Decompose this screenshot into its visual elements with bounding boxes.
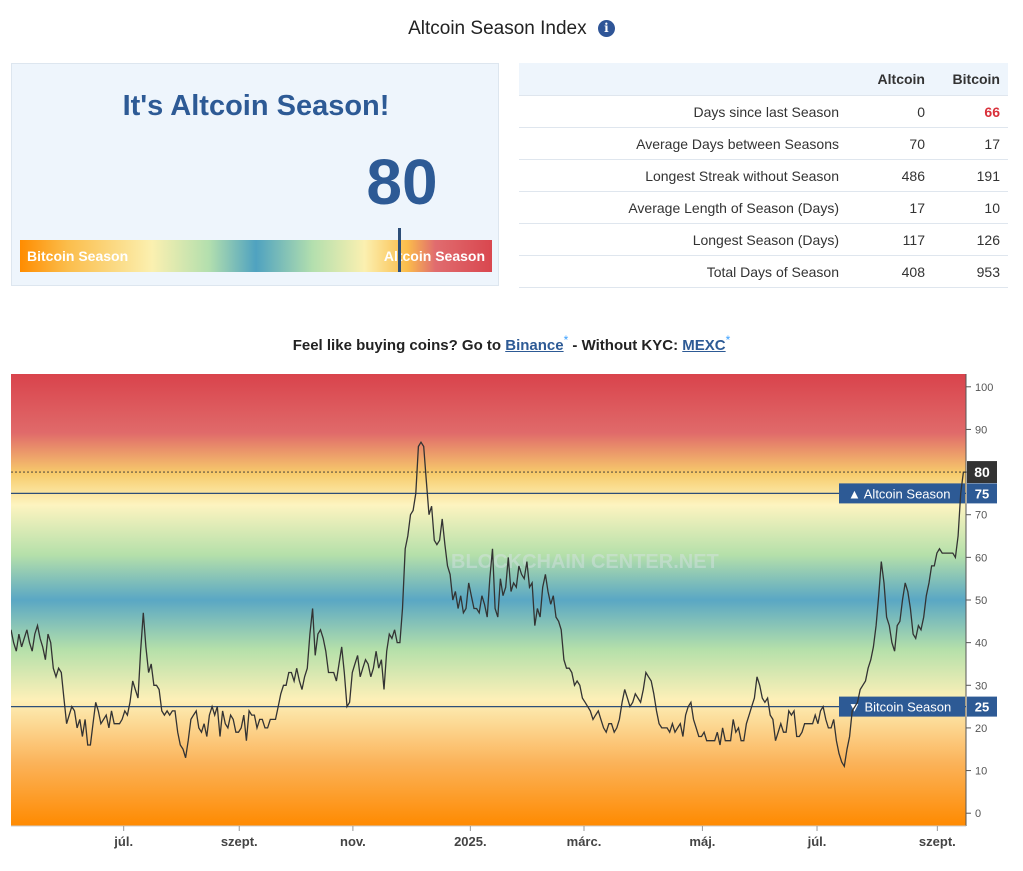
binance-asterisk: * (563, 333, 569, 347)
y-tick-label: 10 (975, 766, 987, 778)
x-tick-label: márc. (567, 834, 602, 849)
x-tick-label: nov. (340, 834, 366, 849)
stat-label: Average Length of Season (Days) (519, 191, 847, 224)
page-title-text: Altcoin Season Index (408, 18, 587, 39)
current-value-label: 80 (974, 464, 990, 480)
current-value-box (967, 461, 997, 484)
stat-altcoin: 0 (847, 95, 933, 128)
table-row: Longest Streak without Season 486 191 (519, 159, 1008, 192)
stat-bitcoin: 126 (933, 223, 1008, 256)
stat-bitcoin: 191 (933, 159, 1008, 192)
mexc-asterisk: * (725, 333, 731, 347)
y-tick-label: 30 (975, 680, 987, 692)
x-tick-label: 2025. (454, 834, 487, 849)
threshold-value-box (967, 696, 997, 717)
table-row: Average Days between Seasons 70 17 (519, 127, 1008, 160)
gauge-marker (398, 228, 401, 272)
season-stats-table: Altcoin Bitcoin Days since last Season 0… (519, 63, 1008, 288)
page-title: Altcoin Season Index i (0, 18, 1023, 40)
stats-header-altcoin: Altcoin (847, 63, 933, 96)
stat-bitcoin: 953 (933, 255, 1008, 288)
y-tick-label: 100 (975, 382, 993, 394)
gauge-left-label: Bitcoin Season (27, 248, 129, 264)
threshold-label: ▲ Altcoin Season (848, 486, 950, 501)
stat-bitcoin: 66 (933, 95, 1008, 128)
table-row: Longest Season (Days) 117 126 (519, 223, 1008, 256)
stat-label: Average Days between Seasons (519, 127, 847, 160)
stats-header-blank (519, 63, 847, 96)
x-tick-label: szept. (919, 834, 956, 849)
y-tick-label: 60 (975, 552, 987, 564)
stat-altcoin: 17 (847, 191, 933, 224)
stat-altcoin: 408 (847, 255, 933, 288)
y-tick-label: 70 (975, 510, 987, 522)
series-line (10, 440, 966, 769)
y-tick-label: 20 (975, 723, 987, 735)
stat-label: Total Days of Season (519, 255, 847, 288)
season-heading: It's Altcoin Season! (122, 90, 390, 122)
gauge-bar: Bitcoin Season Altcoin Season (20, 228, 492, 272)
stats-header-row: Altcoin Bitcoin (519, 63, 1008, 96)
stat-altcoin: 486 (847, 159, 933, 192)
x-tick-label: júl. (807, 834, 827, 849)
table-row: Average Length of Season (Days) 17 10 (519, 191, 1008, 224)
y-tick-label: 50 (975, 595, 987, 607)
x-tick-label: szept. (221, 834, 258, 849)
watermark-text: BLOCKCHAIN CENTER.NET (451, 551, 719, 573)
table-row: Days since last Season 0 66 (519, 95, 1008, 128)
stat-label: Longest Season (Days) (519, 223, 847, 256)
y-tick-label: 40 (975, 638, 987, 650)
mexc-link[interactable]: MEXC (682, 337, 726, 354)
threshold-label: ▼ Bitcoin Season (848, 700, 951, 715)
stat-bitcoin: 10 (933, 191, 1008, 224)
promo-line: Feel like buying coins? Go to Binance* -… (0, 333, 1023, 354)
chart-svg: BLOCKCHAIN CENTER.NET 0 10 20 30 40 50 60 70 80 9… (10, 374, 997, 849)
stat-label: Longest Streak without Season (519, 159, 847, 192)
info-icon[interactable]: i (597, 20, 615, 37)
promo-text-1: Feel like buying coins? Go to (292, 337, 506, 354)
binance-link[interactable]: Binance (505, 337, 564, 354)
table-row: Total Days of Season 408 953 (519, 255, 1008, 288)
y-tick-label: 0 (975, 808, 981, 820)
x-tick-label: máj. (689, 834, 715, 849)
stat-altcoin: 117 (847, 223, 933, 256)
threshold-label-box (839, 483, 965, 504)
gauge-right-label: Altcoin Season (383, 248, 485, 264)
stat-label: Days since last Season (519, 95, 847, 128)
y-tick-label: 90 (975, 424, 987, 436)
altcoin-season-chart: BLOCKCHAIN CENTER.NET 0 10 20 30 40 50 60 70 80 9… (10, 374, 1011, 858)
threshold-value: 25 (975, 700, 989, 715)
threshold-value: 75 (975, 486, 989, 501)
threshold-value-box (967, 483, 997, 504)
threshold-label-box (839, 696, 965, 717)
promo-text-2: - Without KYC: (568, 337, 683, 354)
index-value: 80 (366, 146, 438, 218)
x-tick-label: júl. (113, 834, 133, 849)
season-gauge-panel: It's Altcoin Season! 80 Bitcoin Season A… (11, 63, 499, 286)
stat-bitcoin: 17 (933, 127, 1008, 160)
stat-altcoin: 70 (847, 127, 933, 160)
stats-header-bitcoin: Bitcoin (933, 63, 1008, 96)
